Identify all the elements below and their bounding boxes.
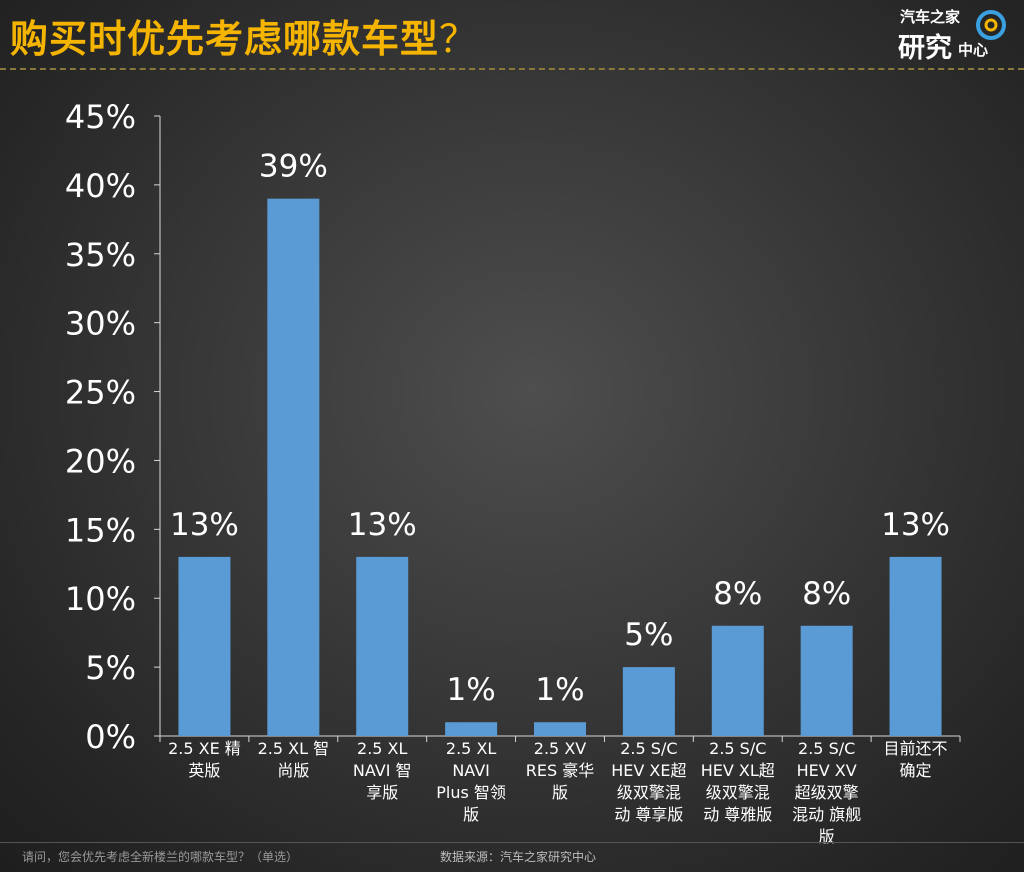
y-tick-label: 20% bbox=[65, 442, 136, 480]
y-tick-label: 10% bbox=[65, 580, 136, 618]
x-tick-label-line: Plus 智领 bbox=[436, 783, 506, 802]
logo-line-3: 中心 bbox=[958, 41, 989, 59]
x-tick-label: 2.5 XE 精英版 bbox=[168, 739, 241, 780]
bar bbox=[534, 722, 586, 736]
x-tick-label-line: 级双擎混 bbox=[706, 783, 770, 802]
y-tick-label: 0% bbox=[85, 718, 136, 756]
data-source: 数据来源：汽车之家研究中心 bbox=[440, 850, 597, 864]
x-tick-label-line: 确定 bbox=[900, 761, 932, 780]
x-tick-label: 2.5 XL NAVI 智享版 bbox=[353, 739, 412, 802]
x-tick-label-line: 版 bbox=[552, 783, 568, 802]
data-label: 39% bbox=[259, 149, 328, 185]
x-tick-label: 2.5 XL NAVI Plus 智领版 bbox=[436, 739, 506, 824]
x-tick-label-line: 版 bbox=[463, 805, 479, 824]
x-tick-label-line: HEV XV bbox=[797, 761, 857, 780]
x-tick-label-line: 2.5 XL bbox=[357, 739, 407, 758]
x-tick-label-line: 级双擎混 bbox=[617, 783, 681, 802]
x-tick-label: 2.5 S/C HEV XE超级双擎混动 尊享版 bbox=[611, 739, 686, 824]
data-label: 1% bbox=[447, 672, 496, 708]
y-tick-label: 40% bbox=[65, 167, 136, 205]
x-tick-label-line: 2.5 XL bbox=[446, 739, 496, 758]
logo-line-2: 研究 bbox=[898, 33, 952, 64]
x-tick-label-line: 2.5 XV bbox=[534, 739, 586, 758]
x-tick-label: 目前还不确定 bbox=[884, 739, 948, 780]
y-tick-label: 15% bbox=[65, 511, 136, 549]
bar bbox=[622, 667, 675, 736]
x-tick-label-line: 动 尊雅版 bbox=[703, 805, 772, 824]
x-tick-label: 2.5 XL 智尚版 bbox=[258, 739, 330, 780]
bar bbox=[356, 556, 409, 736]
x-tick-label-line: 2.5 XE 精 bbox=[168, 739, 241, 758]
bar bbox=[889, 556, 942, 736]
data-label: 8% bbox=[802, 576, 851, 612]
brand-logo: 汽车之家 研究 中心 bbox=[896, 6, 1018, 64]
data-label: 13% bbox=[170, 507, 239, 543]
y-tick-label: 35% bbox=[65, 236, 136, 274]
data-label: 8% bbox=[713, 576, 762, 612]
x-tick-label-line: NAVI bbox=[452, 761, 490, 780]
title-divider bbox=[0, 68, 1024, 70]
x-tick-label-line: 尚版 bbox=[277, 761, 309, 780]
data-label: 5% bbox=[624, 617, 673, 653]
y-tick-label: 45% bbox=[65, 98, 136, 136]
title-question-mark: ？ bbox=[439, 17, 479, 61]
y-tick-label: 5% bbox=[85, 649, 136, 687]
x-tick-label-line: HEV XE超 bbox=[611, 761, 686, 780]
x-tick-label-line: 动 尊享版 bbox=[614, 805, 683, 824]
page-title: 购买时优先考虑哪款车型？ bbox=[10, 17, 479, 61]
logo-line-1: 汽车之家 bbox=[900, 8, 961, 26]
x-tick-label-line: RES 豪华 bbox=[526, 761, 594, 780]
x-tick-label-line: 超级双擎 bbox=[795, 783, 859, 802]
data-label: 1% bbox=[535, 672, 584, 708]
y-tick-label: 25% bbox=[65, 374, 136, 412]
bar bbox=[800, 625, 853, 736]
bar bbox=[267, 198, 320, 736]
x-tick-label-line: 2.5 S/C bbox=[709, 739, 766, 758]
x-tick-label-line: HEV XL超 bbox=[701, 761, 775, 780]
bar bbox=[178, 556, 231, 736]
y-tick-label: 30% bbox=[65, 305, 136, 343]
data-label: 13% bbox=[881, 507, 950, 543]
x-tick-label-line: 混动 旗舰 bbox=[792, 805, 861, 824]
survey-question: 请问，您会优先考虑全新楼兰的哪款车型？（单选） bbox=[22, 850, 299, 864]
x-tick-label: 2.5 S/C HEV XL超级双擎混动 尊雅版 bbox=[701, 739, 775, 824]
data-label: 13% bbox=[348, 507, 417, 543]
x-tick-label-line: NAVI 智 bbox=[353, 761, 412, 780]
x-tick-label-line: 享版 bbox=[366, 783, 398, 802]
x-tick-label-line: 目前还不 bbox=[884, 739, 948, 758]
bar bbox=[711, 625, 764, 736]
x-tick-label: 2.5 S/C HEV XV 超级双擎混动 旗舰版 bbox=[792, 739, 861, 846]
x-tick-label-line: 2.5 S/C bbox=[798, 739, 855, 758]
logo-swirl-icon bbox=[976, 10, 1006, 40]
footer-rule bbox=[0, 842, 1024, 843]
x-tick-label-line: 英版 bbox=[188, 761, 220, 780]
x-tick-label-line: 2.5 XL 智 bbox=[258, 739, 330, 758]
x-tick-label-line: 版 bbox=[819, 827, 835, 846]
bar bbox=[445, 722, 498, 736]
x-tick-label-line: 2.5 S/C bbox=[620, 739, 677, 758]
x-tick-label: 2.5 XV RES 豪华版 bbox=[526, 739, 594, 802]
